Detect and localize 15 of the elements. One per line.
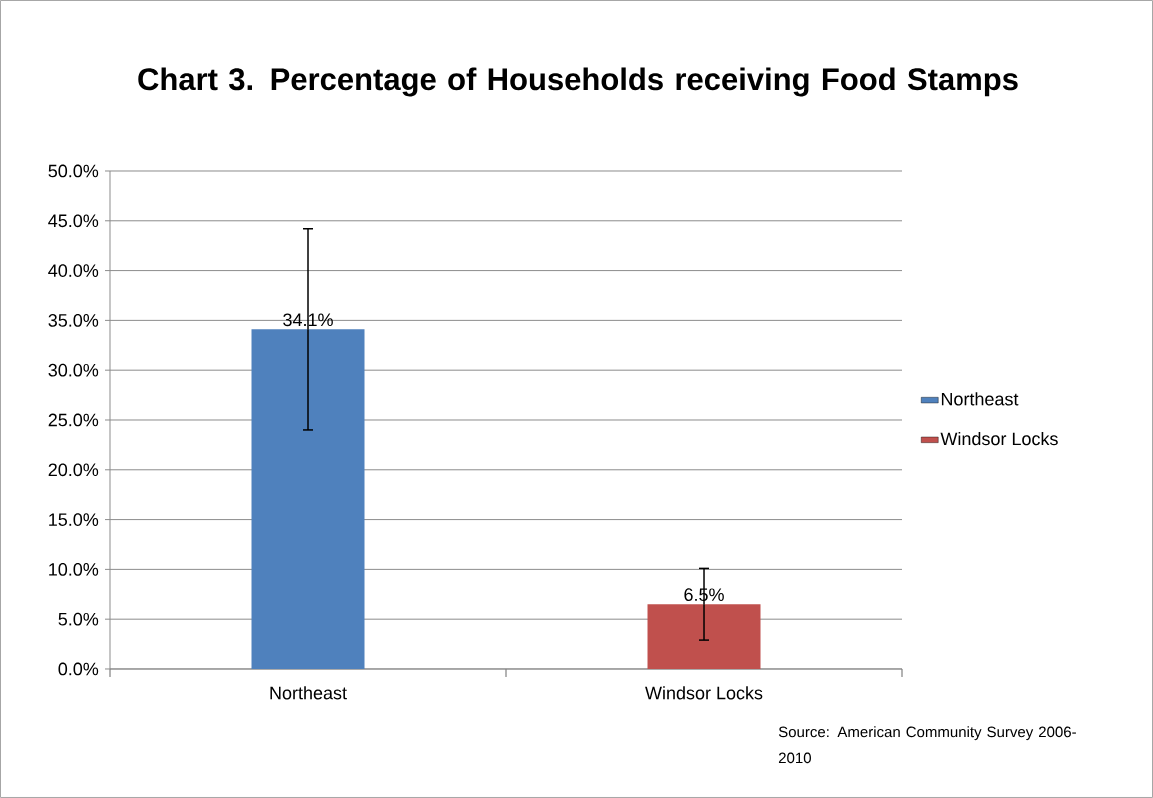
y-tick-label: 20.0% (48, 463, 99, 477)
y-tick-label: 45.0% (48, 214, 99, 228)
y-tick-label: 25.0% (48, 413, 99, 427)
y-tick-label: 40.0% (48, 264, 99, 277)
chart-title: Chart 3. Percentage of Households receiving Food Stamps (138, 67, 1018, 97)
legend-label: Windsor Locks (940, 431, 1058, 446)
source-note: Source: American Community Survey 2006-2010 (778, 726, 1076, 764)
y-tick-label: 0.0% (58, 662, 99, 676)
y-tick-label: 50.0% (48, 164, 99, 178)
y-tick-label: 5.0% (58, 612, 99, 626)
y-tick-label: 30.0% (48, 363, 99, 377)
y-tick-label: 15.0% (49, 513, 99, 526)
y-tick-label: 35.0% (48, 314, 99, 327)
legend-label: Northeast (941, 392, 1019, 406)
y-tick-label: 10.0% (49, 563, 99, 576)
